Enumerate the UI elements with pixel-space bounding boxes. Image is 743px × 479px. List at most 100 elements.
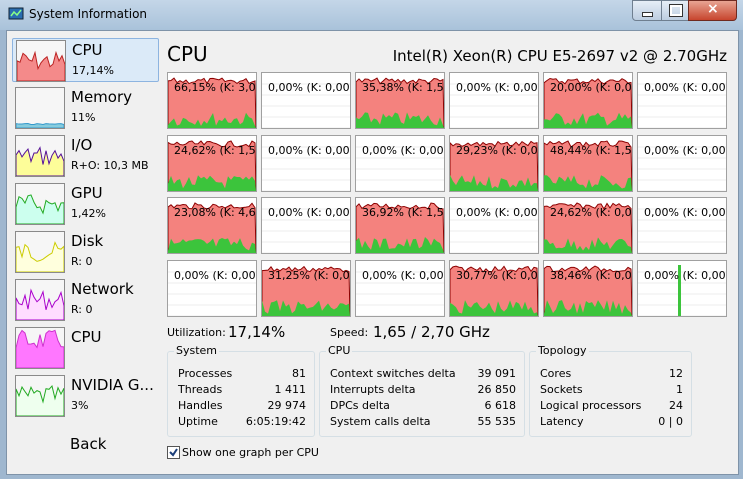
thumbnail xyxy=(16,40,66,82)
core-label: 0,00% (K: 0,00% xyxy=(644,206,727,219)
info-group: System Processes 81 Threads 1 411 Handles 29 9… xyxy=(167,344,315,437)
usage-area xyxy=(168,77,256,128)
sidebar-detail: 17,14% xyxy=(72,64,114,77)
core-plot xyxy=(544,139,632,191)
check-stroke xyxy=(169,448,178,457)
row-label: Handles xyxy=(178,399,223,412)
thumbnail xyxy=(15,375,65,417)
row-label: Threads xyxy=(178,383,223,396)
core-plot xyxy=(638,264,726,316)
minimize-button[interactable] xyxy=(632,0,662,21)
core-label: 24,62% (K: 0,00 xyxy=(550,206,633,219)
kernel-spike xyxy=(678,264,681,316)
thumbnail-area xyxy=(16,384,64,416)
sidebar-item[interactable]: CPU xyxy=(12,326,157,369)
sidebar-detail: 11% xyxy=(71,111,96,124)
core-label: 24,62% (K: 1,54% xyxy=(174,143,256,157)
row-label: Uptime xyxy=(178,415,218,428)
group-title: CPU xyxy=(326,344,353,357)
core-plot xyxy=(638,83,726,128)
thumbnail-area xyxy=(17,50,65,81)
usage-area xyxy=(450,140,538,191)
core-plot xyxy=(450,83,538,128)
core-plot xyxy=(544,202,632,253)
sidebar-detail: R: 0 xyxy=(71,303,93,316)
thumbnail-area xyxy=(16,146,64,176)
sidebar-label: NVIDIA G... xyxy=(71,376,154,394)
core-label: 23,08% (K: 4,62% xyxy=(174,206,256,219)
core-plot xyxy=(262,146,350,191)
back-link[interactable]: Back xyxy=(70,435,107,453)
kernel-area xyxy=(262,299,350,316)
core-plot xyxy=(356,77,444,128)
checkbox-label[interactable]: Show one graph per CPU xyxy=(182,446,319,459)
core-graph: 38,46% (K: 0,00 xyxy=(543,259,633,317)
sidebar-label: CPU xyxy=(71,328,102,346)
thumbnail-area xyxy=(16,194,64,224)
sidebar-label: Memory xyxy=(71,88,133,106)
sidebar-label: GPU xyxy=(71,184,103,202)
row-value: 55 535 xyxy=(477,415,517,428)
sidebar-label: Disk xyxy=(71,232,104,250)
core-plot xyxy=(262,265,350,316)
sidebar-label: Network xyxy=(71,280,134,298)
row-value: 0 | 0 xyxy=(658,415,683,428)
title-bar: System Information × xyxy=(0,0,743,30)
check-mark xyxy=(169,448,178,457)
thumbnail-area xyxy=(16,123,64,128)
core-plot xyxy=(356,271,444,316)
sidebar-item[interactable]: I/O R+O: 10,3 MB xyxy=(12,134,157,177)
row-value: 1 xyxy=(676,383,683,396)
core-graph: 31,25% (K: 0,00 xyxy=(261,259,351,317)
sidebar-item[interactable]: Memory 11% xyxy=(12,86,157,129)
utilization-label: Utilization: xyxy=(167,326,226,339)
usage-area xyxy=(544,77,632,128)
kernel-area xyxy=(544,112,632,128)
sidebar-item[interactable]: CPU 17,14% xyxy=(12,38,159,82)
sidebar-label: CPU xyxy=(72,41,103,59)
kernel-area xyxy=(168,174,256,191)
row-label: Latency xyxy=(540,415,584,428)
speed-label: Speed: xyxy=(330,326,369,339)
sidebar-item[interactable]: Network R: 0 xyxy=(12,278,157,321)
usage-area xyxy=(356,202,444,253)
core-graph: 0,00% (K: 0,00% xyxy=(637,259,727,317)
info-group: CPU Context switches delta 39 091 Interrupt… xyxy=(319,344,525,437)
core-label: 0,00% (K: 0,00% xyxy=(268,206,351,219)
thumbnail-graph xyxy=(16,194,64,224)
core-label: 0,00% (K: 0,00% xyxy=(268,81,351,94)
sidebar-item[interactable]: Disk R: 0 xyxy=(12,230,157,273)
core-label: 0,00% (K: 0,00% xyxy=(362,143,445,157)
row-value: 26 850 xyxy=(477,383,517,396)
sidebar-detail: 3% xyxy=(71,399,89,412)
thumbnail-area xyxy=(16,329,64,368)
utilization-value: 17,14% xyxy=(228,323,286,341)
core-plot xyxy=(638,208,726,253)
row-label: DPCs delta xyxy=(330,399,390,412)
core-label: 0,00% (K: 0,00% xyxy=(268,143,351,157)
maximize-button[interactable] xyxy=(661,0,689,21)
checkbox[interactable] xyxy=(167,446,180,459)
thumbnail xyxy=(15,135,65,177)
core-graph: 66,15% (K: 3,08% xyxy=(167,72,257,129)
kernel-area xyxy=(544,299,632,316)
sidebar-item[interactable]: GPU 1,42% xyxy=(12,182,157,225)
row-value: 29 974 xyxy=(267,399,307,412)
core-graph: 23,08% (K: 4,62% xyxy=(167,197,257,254)
row-label: Sockets xyxy=(540,383,583,396)
core-label: 36,92% (K: 1,54% xyxy=(362,206,444,219)
thumbnail-graph xyxy=(17,50,65,81)
kernel-area xyxy=(168,237,256,253)
info-group: Topology Cores 12 Sockets 1 Logical processor… xyxy=(529,344,692,437)
kernel-area xyxy=(450,299,538,316)
sidebar-item[interactable]: NVIDIA G... 3% xyxy=(12,374,157,417)
close-button[interactable]: × xyxy=(688,0,737,21)
core-plot xyxy=(356,202,444,253)
core-graph: 0,00% (K: 0,00% xyxy=(637,72,727,129)
core-label: 0,00% (K: 0,00% xyxy=(644,81,727,94)
row-value: 24 xyxy=(669,399,683,412)
thumbnail-area xyxy=(16,241,64,272)
kernel-area xyxy=(168,112,256,128)
